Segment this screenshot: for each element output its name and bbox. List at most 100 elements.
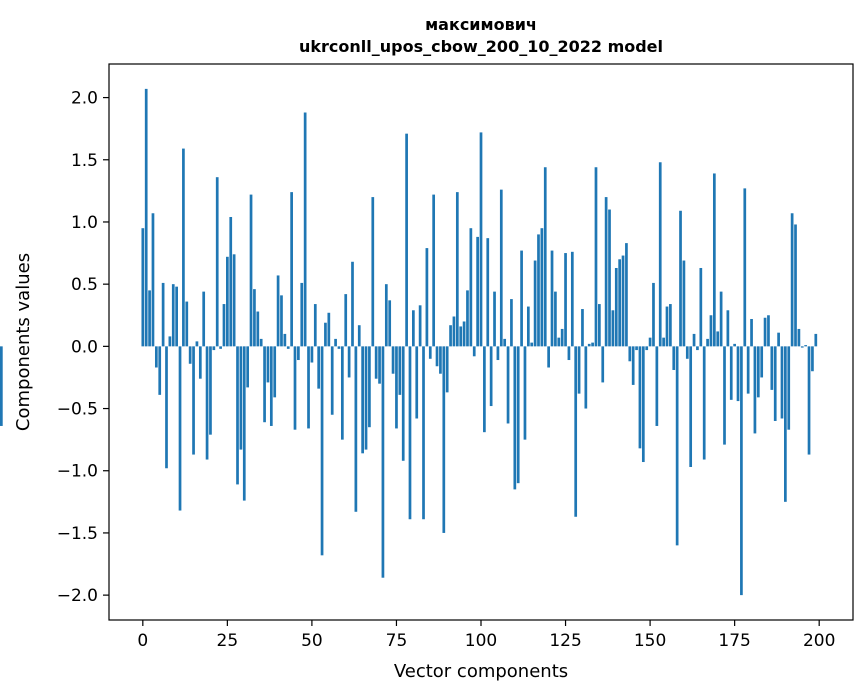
chart-subtitle: ukrconll_upos_cbow_200_10_2022 model: [299, 37, 663, 56]
bar: [357, 325, 361, 347]
bar: [212, 346, 216, 351]
bar: [445, 346, 449, 393]
bar: [658, 162, 662, 347]
bar: [570, 251, 574, 347]
bar: [594, 167, 598, 347]
bar: [472, 346, 476, 357]
bar: [638, 346, 642, 449]
bar: [709, 315, 713, 347]
bar: [736, 346, 740, 402]
bar: [476, 236, 479, 347]
bar: [374, 346, 378, 379]
bar: [273, 346, 277, 398]
bar: [682, 260, 686, 347]
bar: [726, 310, 730, 347]
bar: [378, 346, 381, 384]
bar: [675, 346, 679, 546]
bar: [533, 260, 537, 347]
bar: [648, 337, 652, 347]
bar: [604, 197, 608, 347]
bar: [689, 346, 693, 467]
bar: [276, 275, 280, 347]
bar: [401, 346, 405, 461]
bar: [192, 346, 195, 455]
bar: [415, 346, 419, 419]
bar: [388, 300, 392, 347]
bar: [601, 346, 605, 383]
bar: [148, 290, 151, 347]
bar: [178, 346, 182, 511]
bar: [584, 346, 588, 409]
bar: [310, 346, 314, 363]
bar: [195, 341, 199, 347]
bar: [412, 310, 415, 347]
bar: [334, 338, 337, 347]
bar: [483, 346, 486, 433]
bar: [0, 346, 3, 426]
bar: [665, 306, 669, 347]
bar: [489, 346, 493, 407]
bar: [662, 337, 665, 347]
y-tick-label: −1.5: [57, 524, 98, 544]
bar: [493, 291, 496, 347]
bar: [699, 267, 703, 347]
bar: [185, 301, 189, 347]
x-tick-label: 75: [386, 631, 408, 651]
bar: [598, 304, 601, 347]
bar: [645, 346, 649, 351]
bar: [418, 305, 422, 347]
bar: [432, 194, 436, 347]
bar: [246, 346, 250, 388]
bar: [219, 346, 222, 349]
bar: [144, 88, 148, 347]
bar: [266, 346, 270, 383]
bar: [158, 346, 162, 395]
bar: [256, 311, 260, 347]
bar: [486, 238, 490, 347]
bar: [550, 250, 554, 347]
bar: [249, 194, 253, 347]
bar: [780, 346, 784, 419]
bar: [469, 228, 473, 347]
bar: [641, 346, 645, 463]
bar: [239, 346, 243, 450]
bar: [347, 346, 351, 378]
x-tick-label: 175: [718, 631, 750, 651]
bar: [354, 346, 358, 512]
y-axis-ticks: 2.0 1.5 1.0 0.5 0.0 −0.5 −1.0 −1.5 −2.0: [57, 89, 109, 606]
bar: [202, 291, 206, 347]
bar: [729, 346, 733, 400]
bar: [330, 346, 334, 415]
bar: [371, 197, 375, 347]
bar: [253, 289, 256, 347]
bar: [618, 259, 622, 347]
y-tick-label: 2.0: [71, 89, 98, 109]
bar: [777, 332, 780, 347]
bar: [554, 291, 557, 347]
bar: [513, 346, 517, 490]
bar: [222, 304, 226, 347]
bar: [537, 234, 540, 347]
bar: [547, 346, 550, 368]
bar: [564, 253, 567, 347]
bar: [337, 346, 341, 349]
bar: [297, 346, 300, 361]
bar: [784, 346, 787, 502]
bar: [368, 346, 371, 428]
bar: [462, 321, 466, 347]
bar: [307, 346, 310, 429]
bar: [540, 228, 544, 347]
bar: [381, 346, 385, 578]
bar: [236, 346, 239, 485]
bar: [685, 346, 689, 359]
bar: [320, 346, 324, 556]
bar: [442, 346, 446, 533]
x-axis-ticks: 0 25 50 75 100 125 150 175 200: [137, 620, 835, 651]
bars-group: [0, 88, 818, 596]
bar: [364, 346, 368, 450]
bar: [175, 286, 178, 347]
bar: [557, 337, 561, 347]
bar: [425, 248, 429, 347]
